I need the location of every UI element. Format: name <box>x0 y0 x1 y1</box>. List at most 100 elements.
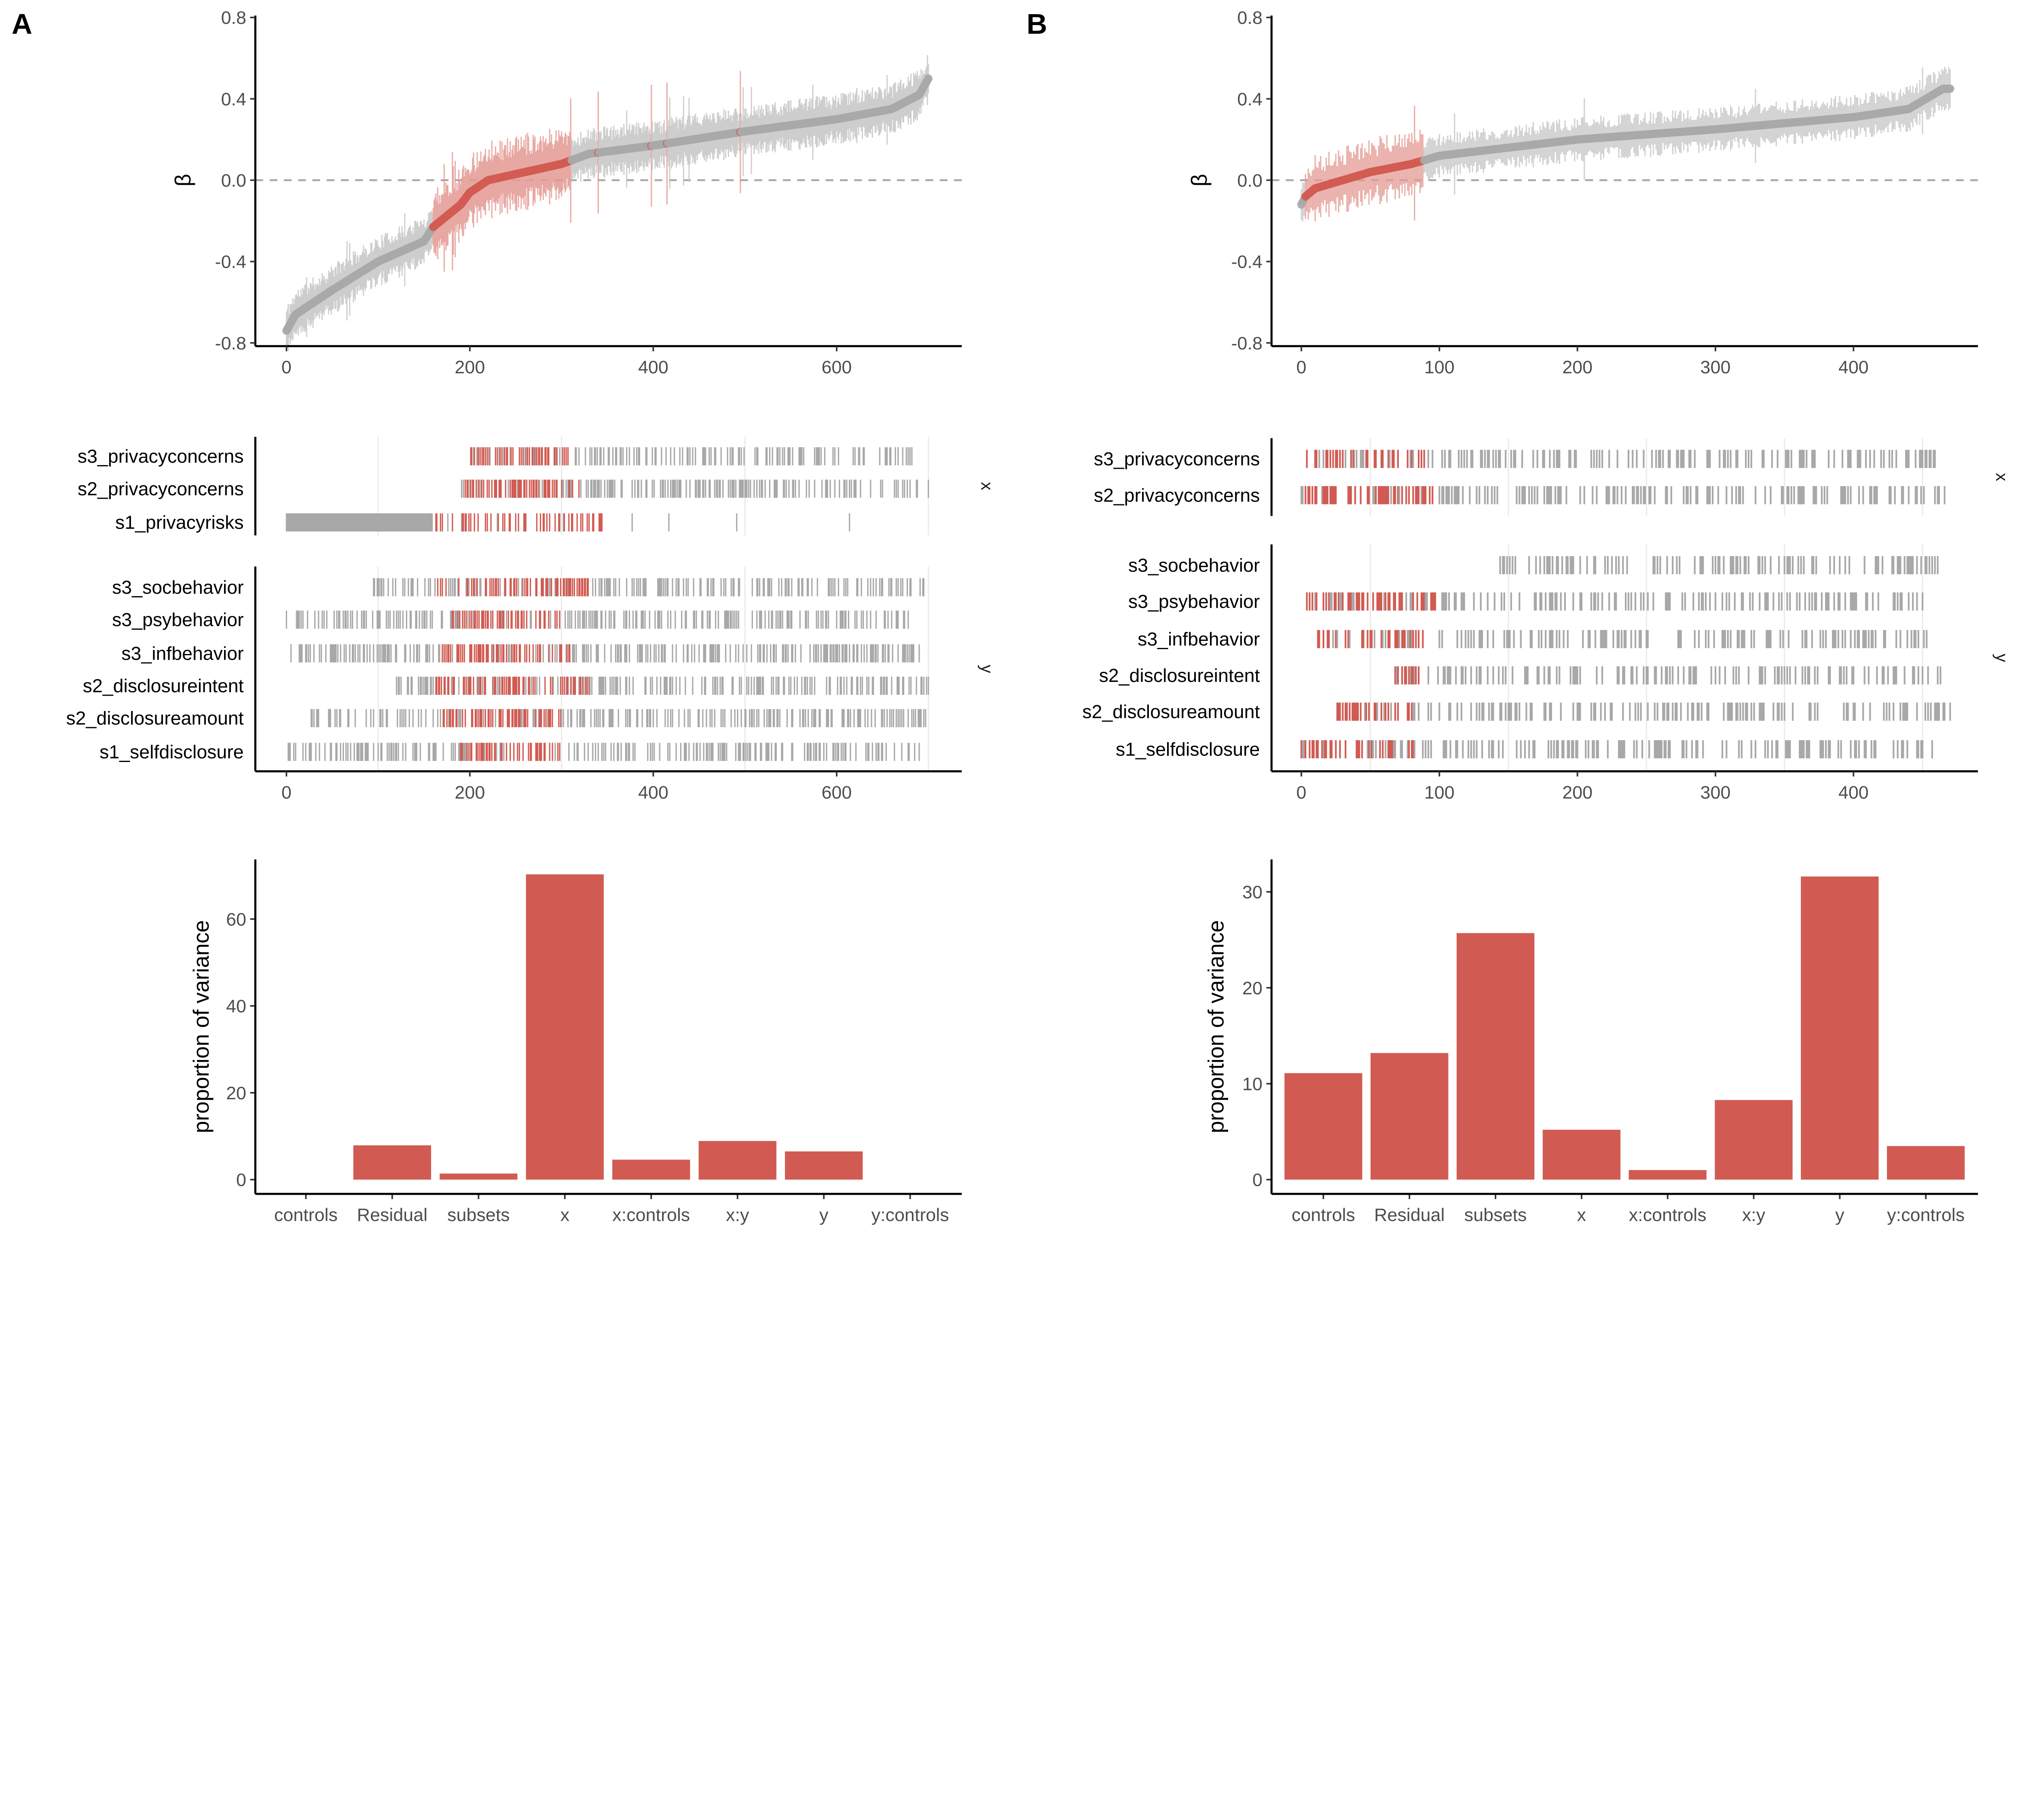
specification-tick <box>675 479 676 498</box>
specification-tick <box>1665 486 1667 504</box>
specification-tick <box>1593 556 1595 574</box>
specification-tick <box>426 677 427 695</box>
specification-tick <box>476 578 478 597</box>
specification-tick <box>926 677 927 695</box>
specification-tick <box>419 677 421 695</box>
specification-tick <box>770 644 772 662</box>
specification-tick <box>1330 486 1333 504</box>
specification-tick <box>840 610 841 629</box>
specification-tick <box>510 644 512 662</box>
specification-tick <box>613 743 615 761</box>
specification-tick <box>1607 556 1609 574</box>
specification-tick <box>1814 450 1816 468</box>
specification-tick <box>737 709 738 728</box>
specification-tick <box>714 447 715 466</box>
specification-tick <box>1799 450 1801 468</box>
specification-tick <box>675 578 677 597</box>
specification-tick <box>522 578 524 597</box>
specification-tick <box>655 644 657 662</box>
specification-tick <box>756 610 758 629</box>
specification-tick <box>793 677 795 695</box>
specification-tick <box>639 447 640 466</box>
specification-tick <box>379 513 381 532</box>
specification-tick <box>736 610 738 629</box>
specification-tick <box>841 610 843 629</box>
specification-tick <box>396 677 398 695</box>
specification-tick <box>685 610 686 629</box>
specification-tick <box>567 578 569 597</box>
specification-tick <box>1441 592 1443 611</box>
specification-tick <box>317 513 318 532</box>
specification-tick <box>584 447 586 466</box>
specification-tick <box>692 677 694 695</box>
specification-tick <box>402 743 404 761</box>
specification-tick <box>902 447 903 466</box>
specification-tick <box>777 447 779 466</box>
specification-tick <box>1499 556 1501 574</box>
specification-tick <box>1771 450 1773 468</box>
specification-tick <box>839 479 840 498</box>
specification-tick <box>846 644 848 662</box>
specification-tick <box>543 513 545 532</box>
specification-tick <box>477 447 479 466</box>
specification-tick <box>397 513 398 532</box>
specification-tick <box>405 644 406 662</box>
specification-tick <box>541 447 542 466</box>
specification-tick <box>719 479 720 498</box>
specification-tick <box>421 513 422 532</box>
specification-tick <box>336 610 338 629</box>
specification-tick <box>382 513 383 532</box>
specification-tick <box>662 644 663 662</box>
specification-tick <box>457 578 459 597</box>
specification-tick <box>410 677 412 695</box>
specification-tick <box>731 677 733 695</box>
specification-tick <box>645 677 647 695</box>
specification-tick <box>314 513 315 532</box>
specification-tick <box>1329 486 1331 504</box>
specification-tick <box>497 513 499 532</box>
specification-tick <box>451 743 453 761</box>
specification-tick <box>673 447 675 466</box>
choice-label: s3_privacyconcerns <box>78 446 244 467</box>
specification-tick <box>481 610 482 629</box>
specification-tick <box>528 743 529 761</box>
specification-tick <box>626 743 628 761</box>
specification-tick <box>843 677 845 695</box>
specification-tick <box>620 743 622 761</box>
choice-row-s3_psybehavior: s3_psybehavior <box>1128 591 1924 612</box>
specification-tick <box>427 644 429 662</box>
specification-tick <box>431 610 433 629</box>
specification-tick <box>1460 450 1462 468</box>
specification-tick <box>315 513 317 532</box>
specification-tick <box>827 709 828 728</box>
specification-tick <box>456 610 458 629</box>
specification-tick <box>373 709 374 728</box>
specification-tick <box>508 644 509 662</box>
specification-tick <box>547 578 549 597</box>
specification-tick <box>618 709 619 728</box>
specification-tick <box>1908 450 1910 468</box>
specification-tick <box>583 644 584 662</box>
specification-tick <box>1827 450 1830 468</box>
specification-tick <box>661 578 662 597</box>
specification-tick <box>552 479 553 498</box>
specification-tick <box>1876 556 1878 574</box>
specification-tick <box>1669 450 1671 468</box>
specification-tick <box>539 513 541 532</box>
specification-tick <box>791 644 793 662</box>
specification-tick <box>379 610 381 629</box>
specification-tick <box>761 479 762 498</box>
specification-tick <box>765 743 767 761</box>
specification-tick <box>305 644 307 662</box>
specification-tick <box>484 578 486 597</box>
specification-tick <box>1865 450 1867 468</box>
specification-tick <box>1797 556 1799 574</box>
specification-tick <box>508 513 510 532</box>
specification-tick <box>1648 486 1650 504</box>
specification-tick <box>863 447 865 466</box>
specification-tick <box>398 513 399 532</box>
specification-tick <box>827 610 829 629</box>
specification-tick <box>884 610 886 629</box>
specification-tick <box>1375 486 1377 504</box>
specification-tick <box>495 479 496 498</box>
